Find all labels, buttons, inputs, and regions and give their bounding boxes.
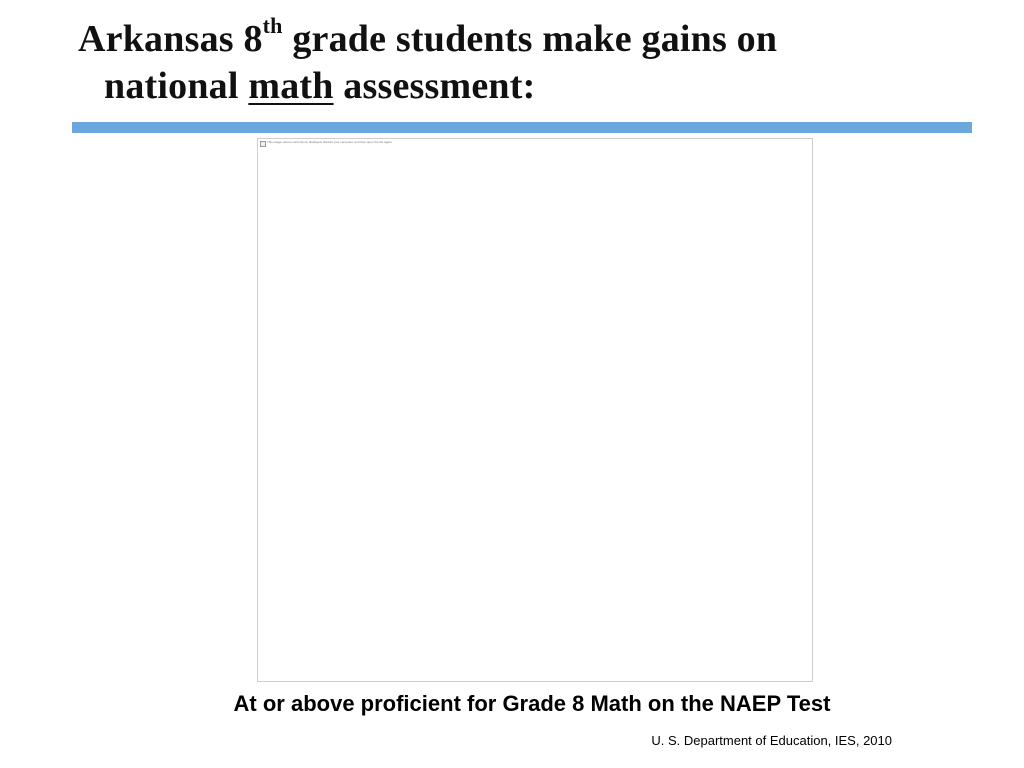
title-divider-bar <box>72 122 972 133</box>
title-text-line2-before: national <box>104 65 249 107</box>
chart-caption: At or above proficient for Grade 8 Math … <box>233 691 831 716</box>
title-text-part1: Arkansas 8 <box>78 18 263 60</box>
source-citation: U. S. Department of Education, IES, 2010 <box>651 733 892 748</box>
image-alt-text: This image cannot currently be displayed… <box>267 140 393 144</box>
broken-image-icon <box>260 141 266 147</box>
title-text-line2-after: assessment: <box>333 65 536 107</box>
title-line-2: national math assessment: <box>78 63 978 110</box>
title-underlined-word: math <box>248 65 334 107</box>
chart-image-placeholder: This image cannot currently be displayed… <box>257 138 813 682</box>
slide-title: Arkansas 8th grade students make gains o… <box>78 13 978 110</box>
title-text-part2: grade students make gains on <box>282 18 778 60</box>
title-ordinal-suffix: th <box>262 13 283 39</box>
